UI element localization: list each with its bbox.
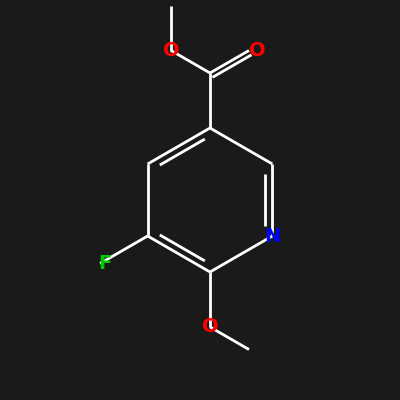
Text: O: O (163, 41, 179, 60)
Text: O: O (249, 41, 265, 60)
Text: O: O (202, 318, 218, 336)
Text: F: F (98, 254, 112, 273)
Text: N: N (264, 226, 280, 246)
